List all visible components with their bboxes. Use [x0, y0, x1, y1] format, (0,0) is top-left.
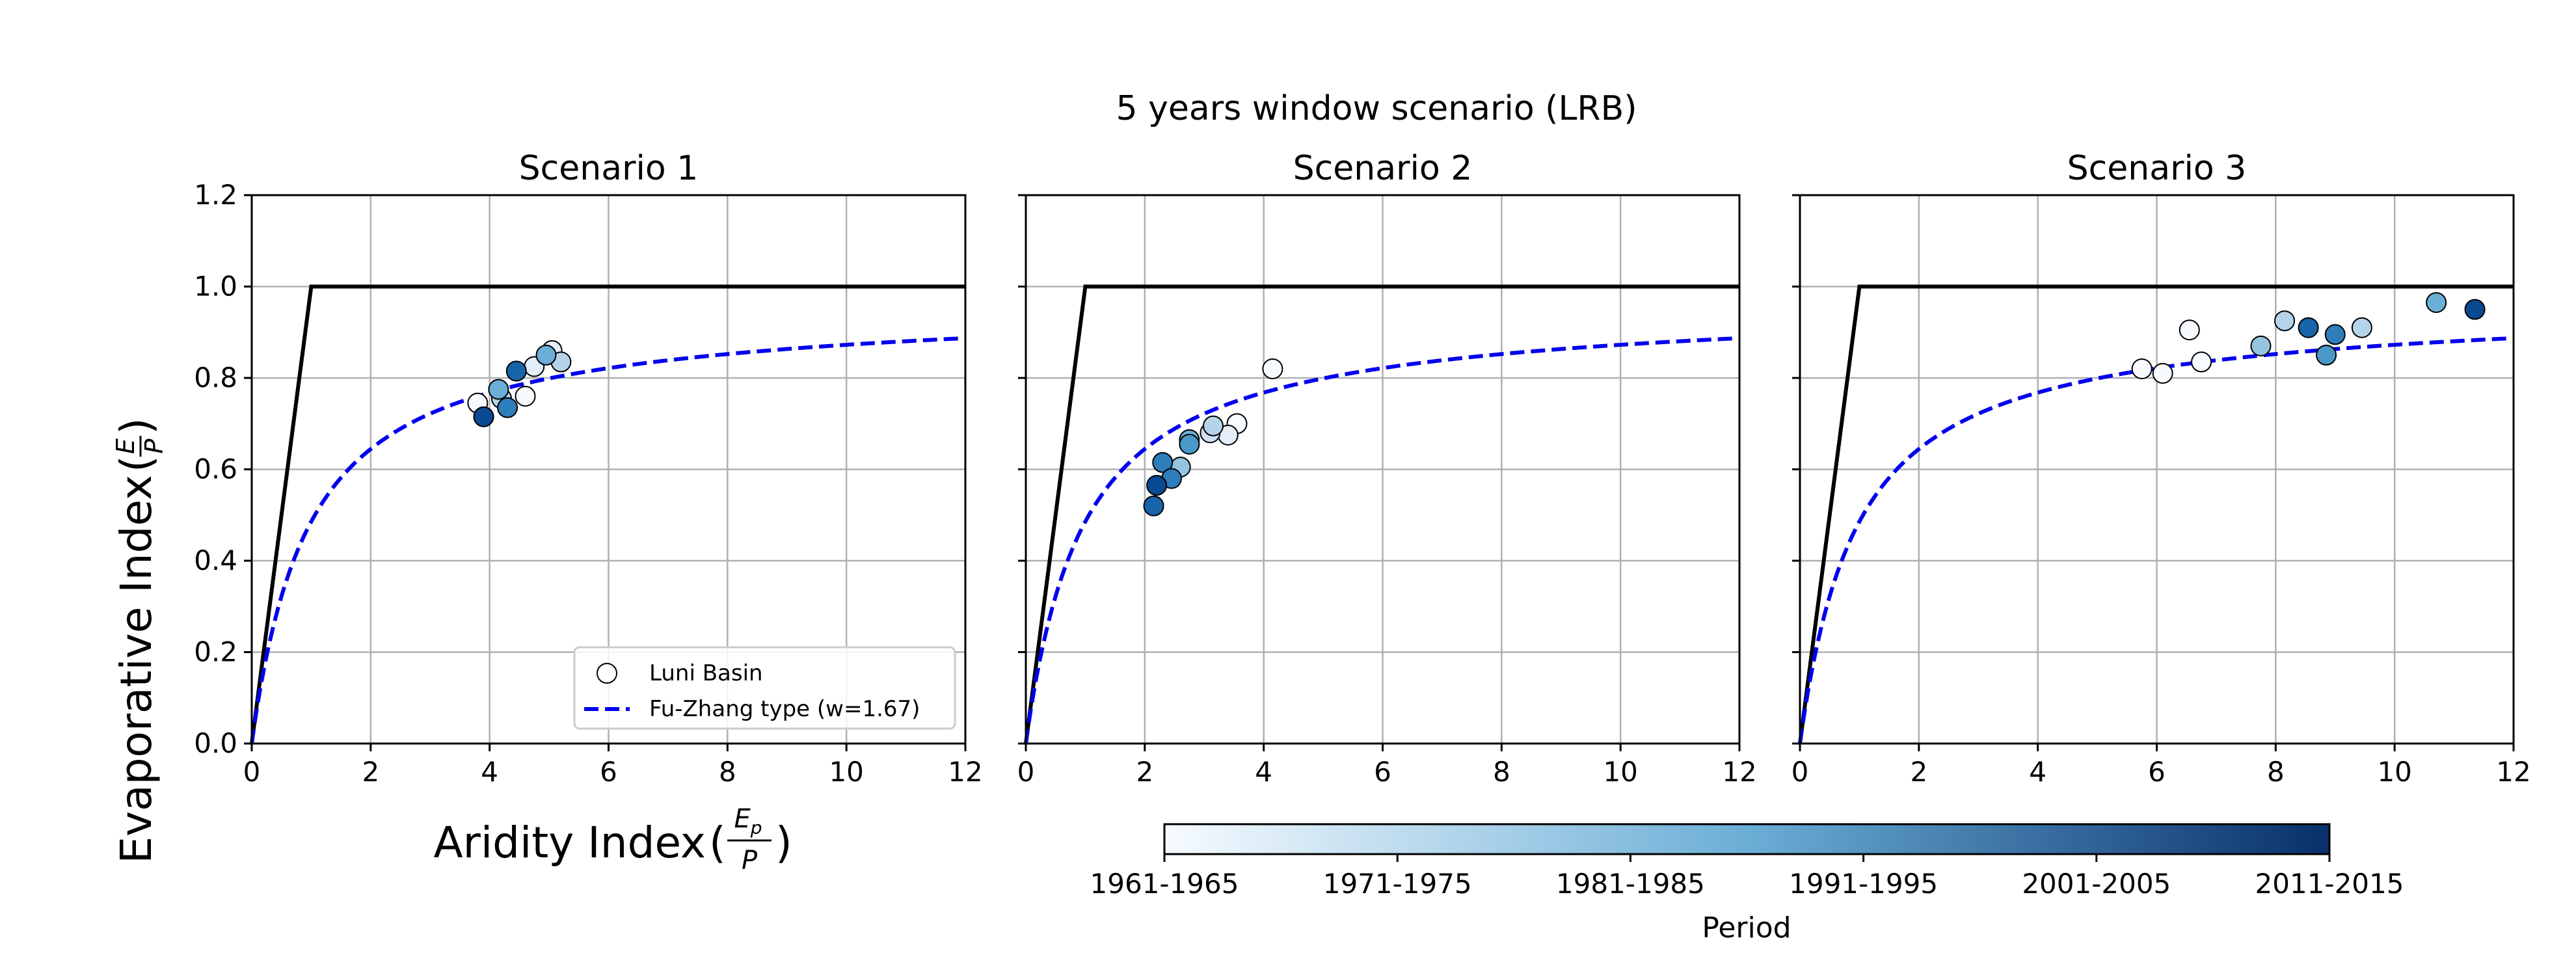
y-tick-label: 0.4 [194, 544, 237, 576]
fu-zhang-curve [250, 336, 966, 744]
x-tick-label: 2 [1136, 756, 1153, 788]
x-tick-label: 10 [2377, 756, 2411, 788]
data-point [2324, 324, 2346, 345]
data-point [2316, 344, 2337, 366]
data-point [2152, 362, 2173, 384]
data-point [2131, 358, 2153, 379]
data-point [1179, 433, 1200, 455]
x-axis-label-frac-num-sub: p [750, 817, 762, 839]
y-tick-label: 0.6 [194, 453, 237, 485]
x-tick-label: 4 [1255, 756, 1272, 788]
x-axis-label-text: Aridity Index [434, 818, 706, 868]
x-axis-label-frac-num: Ep [734, 804, 762, 839]
x-tick-label: 12 [1722, 756, 1756, 788]
x-axis-label-frac-den: P [742, 846, 758, 876]
data-point [2250, 335, 2272, 356]
data-point [505, 360, 527, 382]
x-tick-label: 6 [2148, 756, 2166, 788]
data-point [1143, 495, 1164, 517]
colorbar-tick-label: 1981-1985 [1556, 868, 1705, 900]
data-point [2464, 299, 2486, 320]
limit-line [250, 284, 965, 744]
panel-title: Scenario 3 [2067, 149, 2247, 188]
x-tick-label: 0 [1791, 756, 1809, 788]
data-point [1202, 415, 1224, 436]
data-point [1146, 475, 1168, 496]
x-axis-label-paren-open: ( [709, 818, 726, 868]
legend: Luni Basin Fu-Zhang type (w=1.67) [573, 646, 956, 730]
colorbar-tick-label: 1991-1995 [1789, 868, 1938, 900]
y-tick-label: 1.0 [194, 271, 237, 302]
y-axis-label-frac-num: E [111, 438, 140, 454]
x-tick-label: 0 [1017, 756, 1035, 788]
panel-scenario-3: Scenario 3 0 2 4 6 8 10 12 [1791, 149, 2531, 788]
fu-zhang-curve [1024, 336, 1740, 744]
data-point [2426, 292, 2447, 314]
x-tick-label: 2 [1910, 756, 1927, 788]
data-point [2274, 310, 2296, 332]
x-axis-label-frac-num-main: E [734, 804, 751, 834]
data-point [497, 397, 518, 418]
data-point [1262, 358, 1283, 379]
x-tick-label: 2 [362, 756, 379, 788]
x-tick-label: 0 [243, 756, 261, 788]
colorbar-tick-label: 2011-2015 [2255, 868, 2404, 900]
colorbar-tick-label: 1971-1975 [1323, 868, 1472, 900]
colorbar-gradient [1163, 823, 2331, 855]
colorbar: 1961-1965 1971-1975 1981-1985 1991-1995 2001… [1090, 823, 2404, 945]
legend-label-fu-zhang: Fu-Zhang type (w=1.67) [649, 696, 920, 722]
y-tick-label: 0.8 [194, 362, 237, 394]
legend-box [573, 646, 956, 730]
figure-suptitle: 5 years window scenario (LRB) [1116, 89, 1637, 128]
fu-zhang-curve [1798, 336, 2514, 744]
x-tick-label: 8 [719, 756, 736, 788]
x-tick-label: 12 [2496, 756, 2530, 788]
y-tick-label: 0.2 [194, 636, 237, 668]
limit-line [1024, 284, 1739, 744]
data-point [473, 406, 494, 427]
x-tick-label: 12 [948, 756, 982, 788]
y-tick-label: 0.0 [194, 727, 237, 759]
y-axis-label: Evaporative Index ( E P ) [111, 418, 168, 863]
x-axis-label-paren-close: ) [775, 818, 792, 868]
x-tick-label: 6 [1374, 756, 1391, 788]
x-tick-label: 6 [600, 756, 617, 788]
x-tick-label: 10 [1603, 756, 1637, 788]
x-axis-label: Aridity Index ( Ep P ) [434, 804, 792, 876]
y-axis-label-text: Evaporative Index [111, 475, 161, 864]
y-axis-label-paren-close: ) [111, 418, 161, 435]
data-point [2351, 317, 2372, 338]
legend-label-luni-basin: Luni Basin [649, 660, 763, 686]
x-tick-label: 4 [481, 756, 498, 788]
x-tick-label: 8 [1493, 756, 1510, 788]
y-tick-label: 1.2 [194, 179, 237, 211]
data-point [2179, 319, 2200, 341]
colorbar-tick-label: 1961-1965 [1090, 868, 1239, 900]
x-tick-label: 10 [829, 756, 863, 788]
panel-title: Scenario 2 [1293, 149, 1473, 188]
panel-scenario-2: Scenario 2 0 2 4 6 8 10 12 [1017, 149, 1757, 788]
x-tick-label: 8 [2267, 756, 2285, 788]
data-point [1152, 451, 1174, 473]
data-point [535, 344, 557, 366]
colorbar-label: Period [1702, 911, 1791, 945]
y-axis-label-paren-open: ( [111, 455, 161, 472]
colorbar-ticks: 1961-1965 1971-1975 1981-1985 1991-1995 2001… [1090, 854, 2404, 900]
legend-marker-luni-basin [597, 663, 617, 684]
data-point [488, 379, 509, 400]
panel-title: Scenario 1 [519, 149, 699, 188]
colorbar-tick-label: 2001-2005 [2022, 868, 2171, 900]
data-point [515, 386, 536, 407]
limit-line [1798, 284, 2514, 744]
y-axis-label-frac-den: P [140, 438, 168, 453]
data-point [2298, 317, 2319, 338]
subplot-panels: Scenario 1 0 2 4 6 8 10 12 0.0 0.2 0.4 0.6 0.8 1.0 1.2… [194, 149, 2531, 788]
data-point [2191, 351, 2212, 373]
x-tick-label: 4 [2029, 756, 2046, 788]
